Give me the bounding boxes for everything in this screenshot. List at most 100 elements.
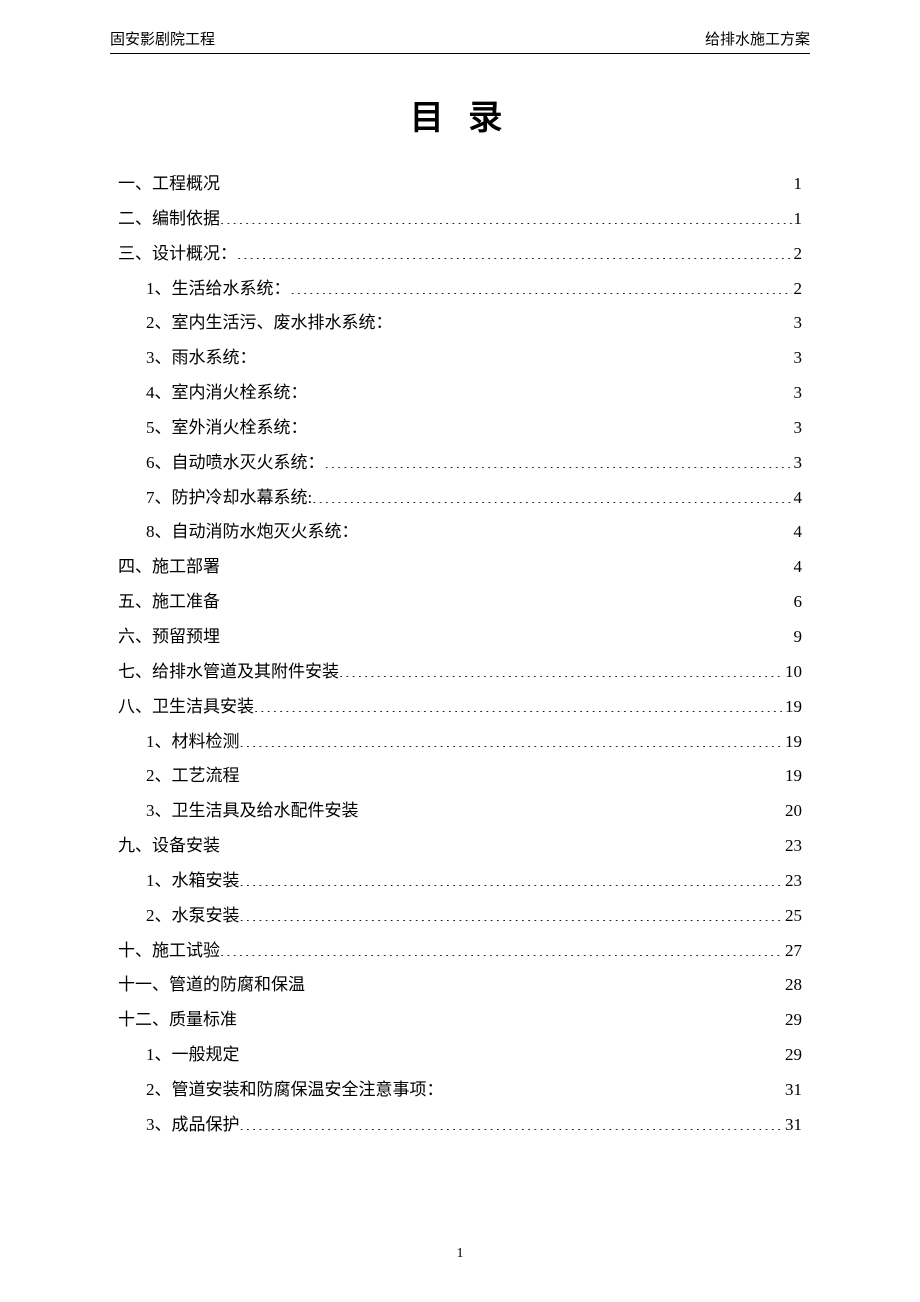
toc-entry: 2、管道安装和防腐保温安全注意事项： 31 — [118, 1073, 802, 1108]
toc-entry: 6、自动喷水灭火系统：3 — [118, 446, 802, 481]
toc-entry: 2、工艺流程 19 — [118, 759, 802, 794]
toc-entry-page: 3 — [792, 376, 803, 411]
toc-entry-dots — [220, 935, 783, 955]
page-number: 1 — [457, 1246, 464, 1262]
toc-entry-dots — [393, 308, 792, 328]
toc-entry: 十、施工试验 27 — [118, 934, 802, 969]
toc-entry-dots — [220, 622, 792, 642]
toc-entry: 十二、质量标准 29 — [118, 1003, 802, 1038]
toc-entry-page: 3 — [792, 341, 803, 376]
toc-title: 目 录 — [110, 90, 810, 139]
toc-entry-page: 9 — [792, 620, 803, 655]
toc-entry-dots — [308, 378, 792, 398]
table-of-contents: 一、工程概况1二、编制依据1三、设计概况：21、生活给水系统：22、室内生活污、… — [110, 167, 810, 1143]
toc-entry-label: 八、卫生洁具安装 — [118, 690, 254, 725]
toc-entry: 3、雨水系统： 3 — [118, 341, 802, 376]
toc-entry-label: 5、室外消火栓系统： — [146, 411, 308, 446]
toc-entry: 二、编制依据 1 — [118, 202, 802, 237]
toc-entry-dots — [325, 447, 792, 467]
toc-entry: 七、给排水管道及其附件安装10 — [118, 655, 802, 690]
toc-entry-page: 1 — [792, 202, 803, 237]
toc-entry-label: 7、防护冷却水幕系统: — [146, 481, 312, 516]
toc-entry: 5、室外消火栓系统： 3 — [118, 411, 802, 446]
toc-entry-dots — [240, 761, 784, 781]
toc-entry-dots — [220, 831, 783, 851]
toc-entry-label: 六、预留预埋 — [118, 620, 220, 655]
toc-entry: 2、室内生活污、废水排水系统： 3 — [118, 306, 802, 341]
toc-entry-label: 九、设备安装 — [118, 829, 220, 864]
document-page: 固安影剧院工程 给排水施工方案 目 录 一、工程概况1二、编制依据1三、设计概况… — [0, 0, 920, 1183]
toc-entry-dots — [220, 203, 792, 223]
toc-entry-dots — [444, 1075, 784, 1095]
toc-entry-dots — [257, 343, 792, 363]
toc-entry-dots — [312, 482, 791, 502]
toc-entry: 六、预留预埋 9 — [118, 620, 802, 655]
toc-entry-label: 2、工艺流程 — [146, 759, 240, 794]
toc-entry-label: 3、雨水系统： — [146, 341, 257, 376]
toc-entry: 1、水箱安装 23 — [118, 864, 802, 899]
toc-entry-page: 3 — [792, 411, 803, 446]
toc-entry: 1、材料检测 19 — [118, 725, 802, 760]
toc-entry: 3、成品保护31 — [118, 1108, 802, 1143]
toc-entry-label: 三、设计概况： — [118, 237, 237, 272]
toc-entry-page: 23 — [783, 829, 802, 864]
toc-entry-page: 10 — [783, 655, 802, 690]
toc-entry: 1、一般规定29 — [118, 1038, 802, 1073]
toc-entry-label: 四、施工部署 — [118, 550, 220, 585]
toc-entry-page: 25 — [783, 899, 802, 934]
toc-entry-page: 6 — [792, 585, 803, 620]
toc-entry: 4、室内消火栓系统： 3 — [118, 376, 802, 411]
toc-entry-page: 27 — [783, 934, 802, 969]
toc-entry-page: 1 — [792, 167, 803, 202]
toc-entry-page: 19 — [783, 725, 802, 760]
toc-entry-label: 十、施工试验 — [118, 934, 220, 969]
toc-entry-page: 29 — [783, 1003, 802, 1038]
toc-entry-label: 2、室内生活污、废水排水系统： — [146, 306, 393, 341]
toc-entry-dots — [308, 413, 792, 433]
toc-entry-page: 4 — [792, 515, 803, 550]
toc-entry: 2、水泵安装 25 — [118, 899, 802, 934]
toc-entry-label: 4、室内消火栓系统： — [146, 376, 308, 411]
toc-entry: 一、工程概况 1 — [118, 167, 802, 202]
toc-entry-dots — [240, 865, 784, 885]
toc-entry-dots — [240, 726, 784, 746]
toc-entry-label: 2、水泵安装 — [146, 899, 240, 934]
toc-entry-page: 2 — [792, 237, 803, 272]
toc-entry-page: 31 — [783, 1073, 802, 1108]
page-header: 固安影剧院工程 给排水施工方案 — [110, 28, 810, 54]
toc-entry-label: 1、材料检测 — [146, 725, 240, 760]
toc-entry-label: 二、编制依据 — [118, 202, 220, 237]
toc-entry-page: 23 — [783, 864, 802, 899]
toc-entry-label: 3、卫生洁具及给水配件安装 — [146, 794, 359, 829]
toc-entry-dots — [339, 656, 783, 676]
toc-entry-label: 1、一般规定 — [146, 1038, 240, 1073]
toc-entry-label: 1、水箱安装 — [146, 864, 240, 899]
toc-entry: 十一、管道的防腐和保温 28 — [118, 968, 802, 1003]
toc-entry: 五、施工准备 6 — [118, 585, 802, 620]
toc-entry-page: 4 — [792, 550, 803, 585]
toc-entry-dots — [240, 900, 784, 920]
toc-entry-dots — [220, 169, 792, 189]
toc-entry-page: 2 — [792, 272, 803, 307]
toc-entry-page: 4 — [792, 481, 803, 516]
toc-entry-dots — [359, 796, 784, 816]
toc-entry-page: 19 — [783, 690, 802, 725]
toc-entry-page: 3 — [792, 306, 803, 341]
toc-entry-dots — [240, 1109, 784, 1129]
toc-entry: 三、设计概况： 2 — [118, 237, 802, 272]
toc-entry-page: 31 — [783, 1108, 802, 1143]
toc-entry-label: 2、管道安装和防腐保温安全注意事项： — [146, 1073, 444, 1108]
toc-entry: 八、卫生洁具安装 19 — [118, 690, 802, 725]
toc-entry: 7、防护冷却水幕系统: 4 — [118, 481, 802, 516]
toc-entry-page: 28 — [783, 968, 802, 1003]
toc-entry-label: 一、工程概况 — [118, 167, 220, 202]
toc-entry-label: 十一、管道的防腐和保温 — [118, 968, 305, 1003]
toc-entry-label: 五、施工准备 — [118, 585, 220, 620]
toc-entry-label: 6、自动喷水灭火系统： — [146, 446, 325, 481]
toc-entry-dots — [237, 1005, 783, 1025]
toc-entry-dots — [305, 970, 783, 990]
toc-entry: 九、设备安装 23 — [118, 829, 802, 864]
toc-entry-label: 十二、质量标准 — [118, 1003, 237, 1038]
toc-entry-page: 19 — [783, 759, 802, 794]
toc-entry: 3、卫生洁具及给水配件安装20 — [118, 794, 802, 829]
